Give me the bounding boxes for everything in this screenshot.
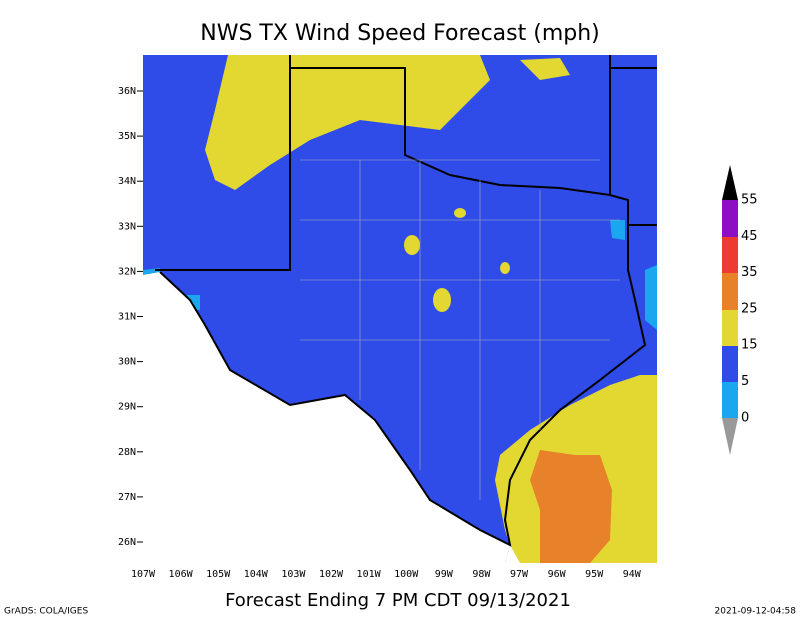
- colorbar-label: 15: [741, 338, 758, 353]
- longitude-label: 105W: [206, 569, 231, 580]
- colorbar-label: 25: [741, 301, 758, 316]
- longitude-label: 97W: [510, 569, 529, 580]
- longitude-label: 103W: [281, 569, 306, 580]
- map-area: [143, 55, 657, 563]
- longitude-label: 104W: [244, 569, 269, 580]
- latitude-labels: 36N 35N 34N 33N 32N 31N 30N 29N 28N 27N 26N: [118, 86, 143, 548]
- caption: Forecast Ending 7 PM CDT 09/13/2021: [225, 590, 571, 611]
- longitude-label: 102W: [319, 569, 344, 580]
- longitude-label: 101W: [357, 569, 382, 580]
- latitude-label: 36N: [118, 86, 136, 97]
- latitude-label: 34N: [118, 176, 136, 187]
- latitude-label: 29N: [118, 402, 136, 413]
- latitude-label: 32N: [118, 266, 136, 277]
- longitude-label: 100W: [394, 569, 419, 580]
- latitude-label: 35N: [118, 131, 136, 142]
- longitude-label: 107W: [131, 569, 156, 580]
- longitude-label: 96W: [548, 569, 567, 580]
- timestamp: 2021-09-12-04:58: [715, 607, 797, 617]
- colorbar-label: 35: [741, 265, 758, 280]
- longitude-label: 99W: [435, 569, 454, 580]
- credit: GrADS: COLA/IGES: [4, 607, 88, 617]
- longitude-label: 98W: [472, 569, 491, 580]
- colorbar-label: 5: [741, 374, 749, 389]
- latitude-label: 27N: [118, 492, 136, 503]
- colorbar-label: 0: [741, 410, 749, 425]
- latitude-label: 26N: [118, 537, 136, 548]
- latitude-label: 30N: [118, 357, 136, 368]
- colorbar: 55 45 35 25 15 5 0: [722, 165, 758, 455]
- latitude-label: 33N: [118, 221, 136, 232]
- latitude-label: 31N: [118, 312, 136, 323]
- longitude-label: 94W: [623, 569, 642, 580]
- colorbar-label: 45: [741, 229, 758, 244]
- title: NWS TX Wind Speed Forecast (mph): [200, 21, 600, 46]
- colorbar-label: 55: [741, 193, 758, 208]
- latitude-label: 28N: [118, 447, 136, 458]
- longitude-label: 106W: [169, 569, 194, 580]
- longitude-labels: 107W 106W 105W 104W 103W 102W 101W 100W 99W 98W 97…: [131, 569, 642, 580]
- longitude-label: 95W: [585, 569, 604, 580]
